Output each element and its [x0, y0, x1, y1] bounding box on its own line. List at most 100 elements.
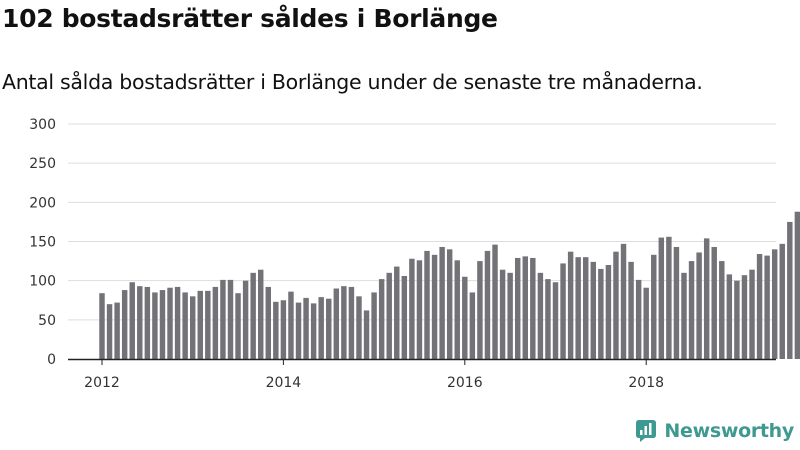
bar	[711, 246, 717, 359]
bar	[477, 261, 483, 359]
bar	[749, 269, 755, 359]
bar	[590, 261, 597, 359]
y-tick-label: 0	[47, 352, 56, 368]
bar	[620, 243, 627, 359]
bar	[545, 279, 551, 359]
bar	[341, 286, 347, 359]
bar	[771, 249, 778, 359]
bar	[628, 261, 634, 359]
bar	[326, 298, 332, 359]
bar	[280, 300, 287, 359]
bar	[530, 257, 536, 359]
bar	[658, 237, 665, 359]
bar	[152, 292, 158, 359]
bar	[666, 236, 672, 359]
newsworthy-logo-text: Newsworthy	[664, 420, 794, 442]
bar	[121, 290, 128, 359]
bar	[719, 261, 725, 359]
bar	[454, 260, 460, 359]
bar	[371, 292, 377, 359]
bar	[363, 310, 370, 359]
bar	[356, 296, 362, 359]
bar	[182, 292, 188, 359]
bar	[303, 297, 309, 359]
bar	[167, 287, 173, 359]
bar	[643, 287, 649, 359]
bar	[696, 252, 702, 359]
y-tick-label: 50	[38, 313, 56, 329]
bar	[605, 265, 612, 359]
bar	[189, 296, 196, 359]
bar	[552, 282, 559, 359]
bar	[446, 249, 453, 359]
chart-title: 102 bostadsrätter såldes i Borlänge	[2, 4, 498, 33]
bar	[681, 272, 687, 359]
bar	[288, 291, 294, 359]
bar	[613, 251, 619, 359]
bar	[250, 272, 256, 359]
x-tick-label: 2018	[628, 375, 664, 391]
x-tick-label: 2012	[84, 375, 120, 391]
bar	[756, 254, 763, 359]
bar	[310, 303, 317, 359]
bar	[734, 280, 740, 359]
bar	[106, 304, 113, 359]
x-tick-label: 2014	[266, 375, 302, 391]
bar	[764, 255, 770, 359]
bar	[575, 257, 581, 359]
y-tick-label: 250	[29, 156, 56, 172]
bar	[537, 272, 544, 359]
bar	[197, 290, 203, 359]
bar	[424, 250, 430, 359]
bar	[318, 297, 324, 359]
y-tick-label: 100	[29, 274, 56, 290]
y-tick-label: 300	[29, 117, 56, 133]
bar	[499, 269, 506, 359]
bar	[205, 290, 211, 359]
bar	[144, 286, 151, 359]
bar	[514, 257, 521, 359]
bar	[159, 290, 166, 359]
bar	[295, 302, 302, 359]
x-tick-label: 2016	[447, 375, 483, 391]
bar	[484, 250, 491, 359]
bar	[583, 257, 589, 359]
bar	[212, 286, 219, 359]
bar	[439, 246, 445, 359]
bar	[265, 286, 271, 359]
bar	[567, 251, 574, 359]
bar	[431, 254, 438, 359]
bar	[378, 279, 385, 359]
bar	[741, 275, 748, 359]
bar	[469, 292, 476, 359]
bar	[673, 246, 680, 359]
newsworthy-logo: Newsworthy	[634, 419, 794, 443]
bar	[114, 302, 120, 359]
bar	[386, 272, 392, 359]
bar	[333, 288, 340, 359]
bar	[726, 274, 733, 359]
y-tick-label: 150	[29, 235, 56, 251]
bar	[273, 301, 279, 359]
bar	[462, 276, 468, 359]
bar	[703, 238, 710, 359]
bar	[651, 254, 657, 359]
bar	[787, 221, 793, 359]
bar	[227, 279, 234, 359]
bar	[409, 258, 415, 359]
bar	[235, 293, 241, 359]
bar	[598, 268, 604, 359]
bar	[129, 282, 135, 359]
bar	[401, 275, 408, 359]
bar	[348, 286, 355, 359]
bar	[258, 269, 264, 359]
chart-subtitle: Antal sålda bostadsrätter i Borlänge und…	[2, 70, 703, 94]
y-tick-label: 200	[29, 195, 56, 211]
bar	[99, 293, 105, 359]
bar	[174, 286, 181, 359]
bar	[507, 272, 513, 359]
bar	[416, 260, 423, 359]
bar	[688, 261, 695, 359]
bar	[560, 263, 566, 359]
bar	[794, 211, 800, 359]
